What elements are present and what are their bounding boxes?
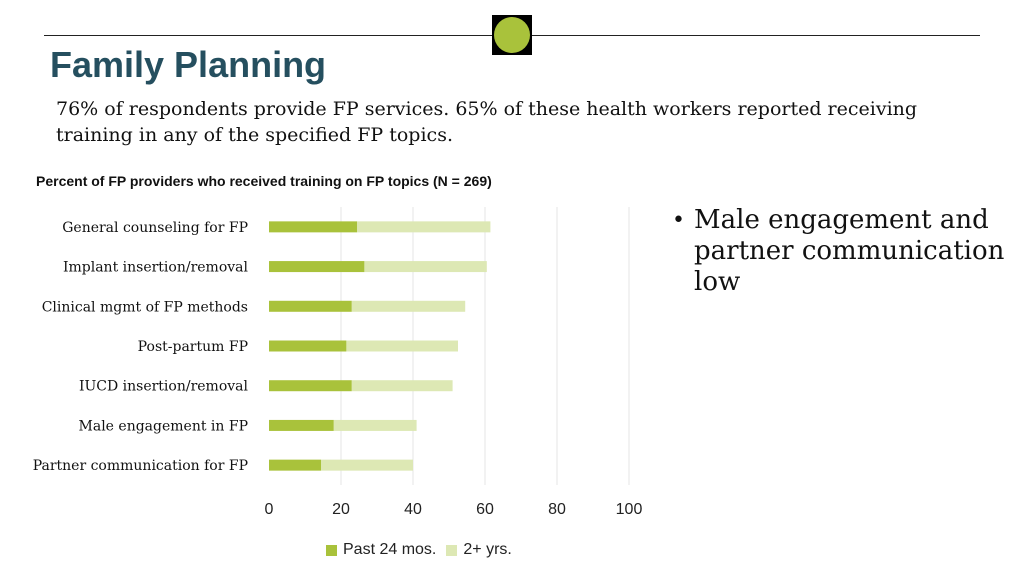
slide-title: Family Planning — [50, 44, 327, 85]
bar-past — [269, 419, 334, 431]
bar-older — [357, 221, 491, 233]
category-label: General counseling for FP — [62, 220, 248, 236]
chart-legend: Past 24 mos. 2+ yrs. — [326, 541, 522, 559]
legend-label-past: Past 24 mos. — [343, 541, 437, 558]
legend-item-past: Past 24 mos. — [326, 541, 436, 559]
bar-past — [269, 459, 322, 471]
bar-older — [321, 459, 413, 471]
x-tick-label: 20 — [332, 501, 350, 518]
category-label: IUCD insertion/removal — [79, 379, 249, 395]
bar-older — [364, 261, 487, 273]
bar-past — [269, 380, 352, 392]
category-label: Post-partum FP — [138, 339, 248, 355]
legend-swatch-past — [326, 544, 337, 556]
bar-past — [269, 300, 352, 312]
bullet-text: Male engagement and partner communicatio… — [694, 205, 1005, 297]
category-label: Clinical mgmt of FP methods — [42, 299, 248, 315]
bar-past — [269, 340, 347, 352]
logo-circle — [494, 17, 530, 53]
bar-past — [269, 221, 358, 233]
category-label: Partner communication for FP — [33, 458, 248, 474]
bullet-dot: • — [672, 208, 685, 233]
bar-past — [269, 261, 365, 273]
x-tick-label: 100 — [616, 501, 643, 518]
x-tick-label: 0 — [265, 501, 274, 518]
bar-older — [333, 419, 417, 431]
x-tick-label: 80 — [548, 501, 566, 518]
slide-subtitle: 76% of respondents provide FP services. … — [56, 98, 918, 146]
x-tick-label: 60 — [476, 501, 494, 518]
legend-swatch-older — [446, 544, 458, 556]
chart-title: Percent of FP providers who received tra… — [36, 173, 492, 189]
bar-older — [351, 380, 453, 392]
category-label: Implant insertion/removal — [63, 260, 249, 276]
bullet-point: • Male engagement and partner communicat… — [672, 205, 1012, 298]
category-label: Male engagement in FP — [79, 418, 248, 434]
bar-older — [351, 300, 466, 312]
legend-label-older: 2+ yrs. — [463, 541, 512, 558]
legend-item-older: 2+ yrs. — [446, 541, 512, 559]
bar-older — [346, 340, 458, 352]
bar-chart: General counseling for FP Implant inserti… — [33, 207, 643, 518]
x-tick-label: 40 — [404, 501, 422, 518]
